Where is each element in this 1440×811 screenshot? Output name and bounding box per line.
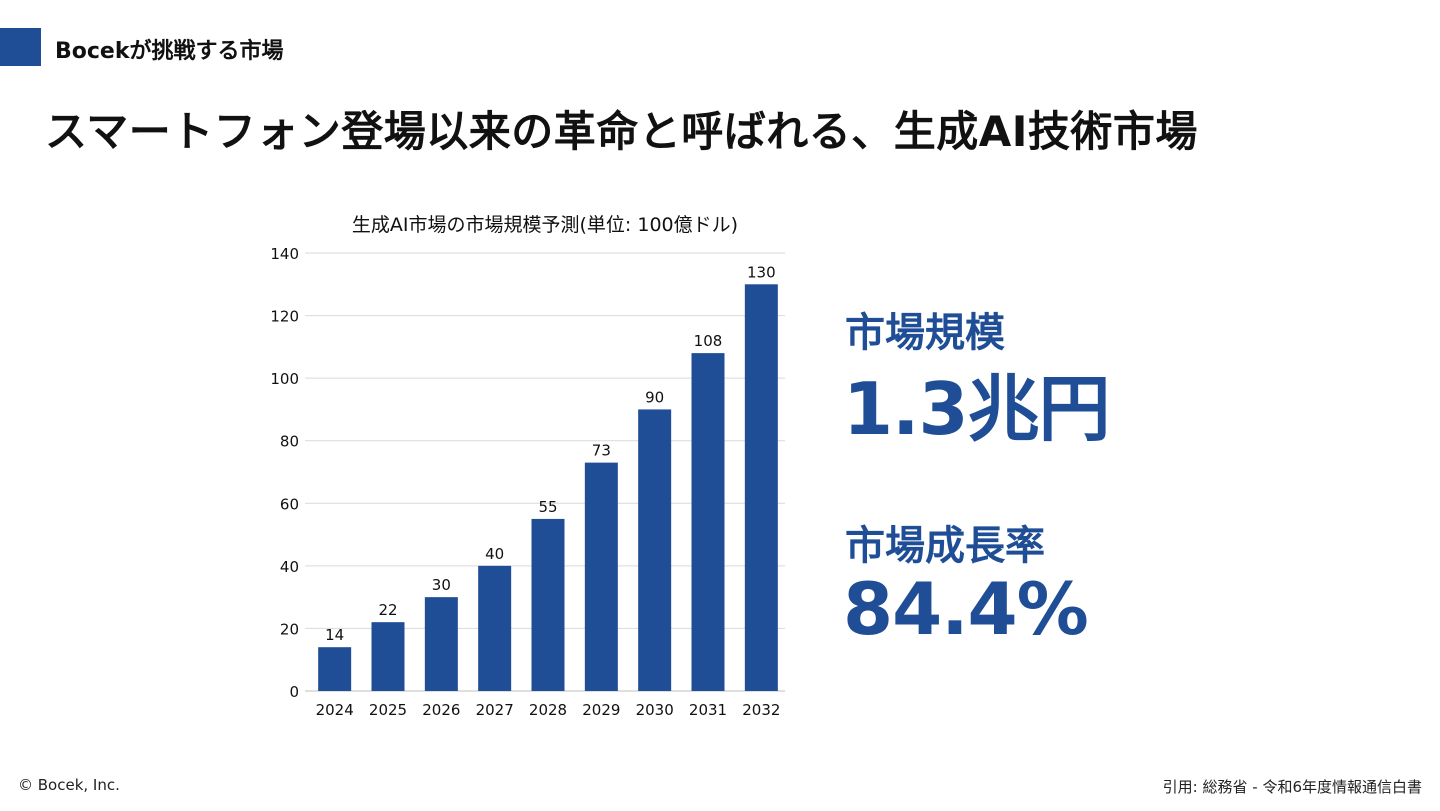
x-tick-label: 2030: [636, 701, 674, 719]
y-tick-label: 20: [280, 620, 299, 638]
bar-2028: [531, 518, 565, 691]
header-accent-block: [0, 28, 41, 66]
x-tick-label: 2025: [369, 701, 407, 719]
data-label: 108: [694, 332, 723, 350]
bar-2024: [318, 647, 352, 691]
bar-2031: [691, 353, 725, 691]
x-tick-label: 2026: [422, 701, 460, 719]
data-label: 73: [592, 442, 611, 460]
y-tick-label: 0: [289, 683, 299, 701]
y-tick-label: 80: [280, 433, 299, 451]
data-label: 130: [747, 263, 776, 281]
x-tick-label: 2032: [742, 701, 780, 719]
y-tick-label: 140: [270, 245, 299, 263]
x-tick-label: 2027: [476, 701, 514, 719]
growth-rate-label: 市場成長率: [845, 523, 1045, 569]
market-size-label: 市場規模: [845, 310, 1005, 356]
copyright-text: © Bocek, Inc.: [18, 776, 120, 794]
chart-title: 生成AI市場の市場規模予測(単位: 100億ドル): [352, 214, 738, 236]
y-tick-label: 40: [280, 558, 299, 576]
bar-2029: [584, 462, 618, 691]
growth-rate-value: 84.4%: [843, 567, 1089, 651]
section-label: Bocekが挑戦する市場: [55, 39, 284, 64]
data-label: 55: [538, 498, 557, 516]
y-tick-label: 100: [270, 370, 299, 388]
data-label: 40: [485, 545, 504, 563]
data-label: 14: [325, 626, 344, 644]
x-tick-label: 2029: [582, 701, 620, 719]
market-size-value: 1.3兆円: [843, 367, 1111, 451]
y-tick-label: 120: [270, 308, 299, 326]
bar-2025: [371, 622, 405, 691]
data-label: 22: [378, 601, 397, 619]
bar-2027: [478, 565, 512, 691]
source-citation: 引用: 総務省 - 令和6年度情報通信白書: [1162, 778, 1422, 796]
x-tick-label: 2024: [316, 701, 354, 719]
x-tick-label: 2031: [689, 701, 727, 719]
bar-chart-svg: 生成AI市場の市場規模予測(単位: 100億ドル) 0 20 40 60 80 100 120…: [270, 214, 785, 719]
bar-2030: [638, 409, 672, 691]
data-label: 30: [432, 576, 451, 594]
page-title: スマートフォン登場以来の革命と呼ばれる、生成AI技術市場: [45, 107, 1198, 156]
bar-2026: [424, 597, 458, 691]
bar-2032: [744, 284, 778, 691]
y-tick-label: 60: [280, 495, 299, 513]
x-tick-label: 2028: [529, 701, 567, 719]
data-label: 90: [645, 388, 664, 406]
market-size-chart: 生成AI市場の市場規模予測(単位: 100億ドル) 0 20 40 60 80 100 120…: [255, 205, 800, 730]
